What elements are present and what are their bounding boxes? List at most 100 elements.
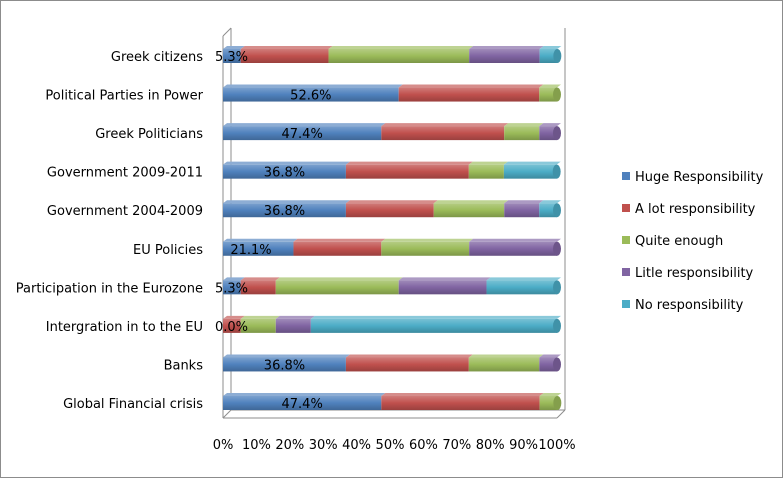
bar-segment-banks-quite-enough (468, 357, 540, 372)
data-label-political-parties-in-power: 52.6% (290, 89, 331, 104)
bar-top-eu-policies-huge-responsibility (223, 238, 298, 242)
bar-segment-political-parties-in-power-quite-enough (539, 87, 557, 102)
bar-end-cap-government-2009-2011 (552, 164, 561, 179)
category-label-greek-citizens: Greek citizens (111, 50, 203, 65)
legend-label-no-responsibility: No responsibility (635, 298, 744, 313)
bar-top-global-financial-crisis-a-lot-responsibility (381, 393, 544, 396)
bar-top-government-2009-2011-quite-enough (468, 161, 508, 165)
bar-top-eu-policies-quite-enough (381, 238, 474, 242)
category-label-intergration-in-to-the-eu: Intergration in to the EU (46, 320, 203, 335)
bar-top-participation-in-the-eurozone-a-lot-responsibility (240, 277, 280, 281)
legend-label-huge-responsibility: Huge Responsibility (635, 170, 764, 185)
category-label-eu-policies: EU Policies (133, 243, 203, 258)
bar-top-greek-citizens-a-lot-responsibility (240, 46, 333, 49)
bar-segment-banks-a-lot-responsibility (345, 357, 469, 372)
x-tick-label-60pct: 60% (409, 438, 438, 453)
bar-segment-participation-in-the-eurozone-no-responsibility (486, 280, 557, 295)
data-label-government-2009-2011: 36.8% (264, 166, 305, 181)
bar-segment-greek-politicians-litle-responsibility (539, 126, 557, 141)
bar-segment-greek-politicians-huge-responsibility (223, 126, 382, 141)
bar-top-intergration-in-to-the-eu-no-responsibility (310, 315, 561, 319)
bar-segment-greek-politicians-quite-enough (504, 126, 540, 141)
bar-top-participation-in-the-eurozone-quite-enough (275, 277, 403, 281)
bar-end-cap-banks (553, 357, 561, 372)
bar-segment-government-2009-2011-a-lot-responsibility (345, 164, 469, 179)
legend-swatch-huge-responsibility (622, 172, 630, 180)
bar-segment-participation-in-the-eurozone-a-lot-responsibility (240, 280, 276, 295)
bar-top-government-2004-2009-quite-enough (433, 200, 509, 204)
bar-segment-government-2004-2009-quite-enough (433, 203, 505, 218)
bar-top-government-2009-2011-a-lot-responsibility (345, 161, 473, 165)
bar-top-political-parties-in-power-a-lot-responsibility (398, 84, 544, 88)
bar-segment-government-2009-2011-quite-enough (468, 164, 504, 179)
data-label-intergration-in-to-the-eu: 0.0% (215, 320, 248, 335)
legend-swatch-no-responsibility (622, 300, 630, 308)
bar-top-greek-politicians-a-lot-responsibility (381, 123, 509, 127)
bar-top-political-parties-in-power-huge-responsibility (223, 84, 403, 88)
bar-top-banks-huge-responsibility (223, 354, 350, 358)
category-label-global-financial-crisis: Global Financial crisis (63, 397, 203, 412)
bar-top-banks-litle-responsibility (539, 354, 561, 358)
bar-segment-government-2004-2009-no-responsibility (539, 203, 557, 218)
legend-swatch-a-lot-responsibility (622, 204, 630, 212)
bar-segment-banks-huge-responsibility (223, 357, 346, 372)
x-tick-label-100pct: 100% (538, 438, 575, 453)
legend-label-a-lot-responsibility: A lot responsibility (635, 202, 756, 217)
bar-segment-intergration-in-to-the-eu-no-responsibility (310, 318, 557, 333)
bar-segment-government-2009-2011-huge-responsibility (223, 164, 346, 179)
data-label-banks: 36.8% (264, 358, 305, 373)
bar-segment-greek-citizens-no-responsibility (539, 49, 558, 63)
bar-segment-banks-litle-responsibility (539, 357, 557, 372)
bar-top-intergration-in-to-the-eu-litle-responsibility (275, 315, 315, 319)
bar-top-government-2009-2011-no-responsibility (503, 161, 561, 165)
legend-label-quite-enough: Quite enough (635, 234, 723, 249)
data-label-greek-citizens: 5.3% (215, 50, 248, 65)
data-label-government-2004-2009: 36.8% (264, 204, 305, 219)
bar-top-greek-politicians-quite-enough (504, 123, 544, 127)
legend-swatch-litle-responsibility (622, 268, 630, 276)
bar-segment-government-2004-2009-huge-responsibility (223, 203, 346, 218)
x-tick-label-0pct: 0% (213, 438, 234, 453)
bar-segment-participation-in-the-eurozone-litle-responsibility (398, 280, 487, 295)
data-label-global-financial-crisis: 47.4% (282, 397, 323, 412)
bar-top-eu-policies-a-lot-responsibility (293, 238, 386, 242)
bar-segment-intergration-in-to-the-eu-quite-enough (240, 318, 276, 333)
bar-segment-political-parties-in-power-huge-responsibility (223, 87, 399, 102)
bar-segment-government-2004-2009-litle-responsibility (504, 203, 540, 218)
category-label-banks: Banks (164, 358, 204, 373)
x-tick-label-20pct: 20% (275, 438, 304, 453)
bar-top-government-2009-2011-huge-responsibility (223, 161, 350, 165)
bar-top-global-financial-crisis-huge-responsibility (223, 393, 386, 396)
legend: Huge Responsibility A lot responsibility Q… (622, 170, 764, 313)
x-tick-label-30pct: 30% (309, 438, 338, 453)
bar-end-cap-political-parties-in-power (553, 87, 561, 102)
bar-segment-eu-policies-quite-enough (381, 241, 470, 256)
bar-top-greek-politicians-litle-responsibility (539, 123, 561, 127)
bar-end-cap-greek-politicians (553, 126, 561, 141)
bar-top-participation-in-the-eurozone-huge-responsibility (223, 277, 245, 281)
legend-label-litle-responsibility: Litle responsibility (635, 266, 754, 281)
data-label-eu-policies: 21.1% (230, 243, 271, 258)
category-label-political-parties-in-power: Political Parties in Power (45, 89, 203, 104)
bar-top-participation-in-the-eurozone-no-responsibility (486, 277, 561, 281)
x-tick-label-80pct: 80% (476, 438, 505, 453)
bar-segment-greek-citizens-litle-responsibility (469, 49, 540, 63)
legend-swatch-quite-enough (622, 236, 630, 244)
category-label-government-2004-2009: Government 2004-2009 (47, 204, 203, 219)
x-tick-label-70pct: 70% (442, 438, 471, 453)
bar-segment-greek-citizens-huge-responsibility (223, 49, 241, 63)
bar-end-cap-government-2004-2009 (553, 203, 561, 218)
bar-segment-eu-policies-litle-responsibility (469, 241, 557, 256)
bar-top-political-parties-in-power-quite-enough (539, 84, 561, 88)
bar-top-government-2004-2009-huge-responsibility (223, 200, 350, 204)
bar-top-banks-quite-enough (468, 354, 544, 358)
labels-layer: Greek citizens 5.3% Political Parties in P… (16, 50, 332, 412)
bar-segment-greek-citizens-quite-enough (328, 49, 470, 63)
bar-segment-participation-in-the-eurozone-quite-enough (275, 280, 399, 295)
bar-top-eu-policies-litle-responsibility (469, 238, 561, 242)
bar-end-cap-global-financial-crisis (553, 396, 562, 410)
bar-segment-global-financial-crisis-quite-enough (539, 396, 558, 410)
category-label-participation-in-the-eurozone: Participation in the Eurozone (16, 281, 203, 296)
bar-top-greek-citizens-litle-responsibility (469, 46, 544, 49)
